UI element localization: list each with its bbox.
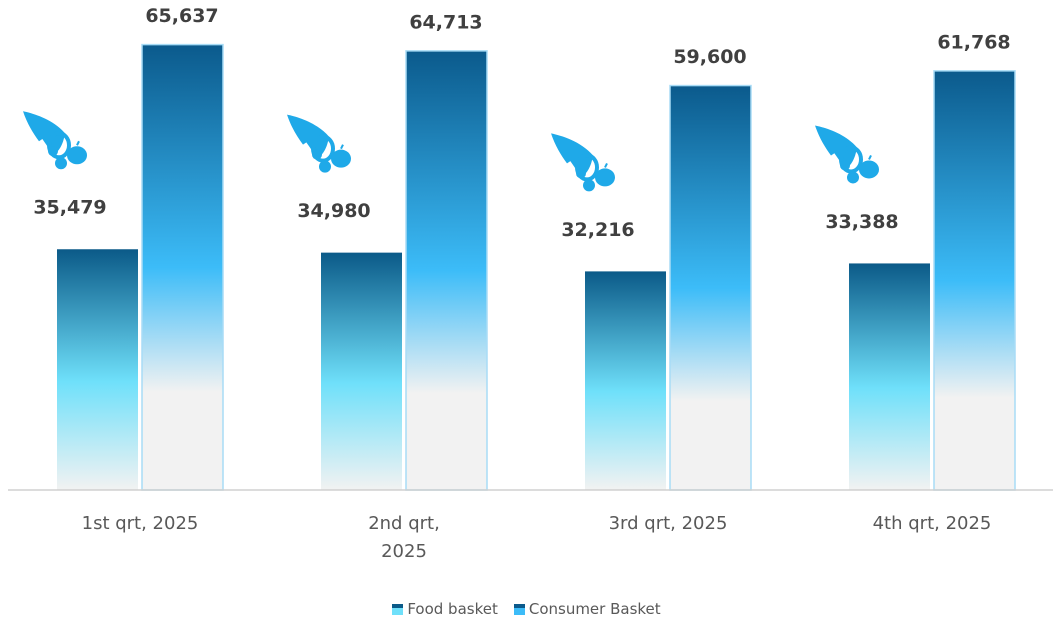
bar (669, 84, 752, 491)
x-tick-label: 2nd qrt, 2025 (368, 513, 440, 562)
basket-icon (285, 112, 353, 175)
bar (321, 252, 402, 490)
bar (585, 271, 666, 490)
value-label: 34,980 (297, 200, 370, 222)
basket-icon (813, 123, 881, 186)
bar (141, 43, 224, 491)
value-label: 65,637 (145, 5, 218, 27)
value-label: 64,713 (409, 11, 482, 33)
bar (57, 249, 138, 490)
basket-icon (21, 109, 89, 172)
value-label: 35,479 (33, 197, 106, 219)
x-tick-label: 4th qrt, 2025 (872, 513, 992, 534)
x-tick-label: 3rd qrt, 2025 (608, 513, 728, 534)
bar (849, 263, 930, 490)
bar (933, 70, 1016, 491)
legend-item: Consumer Basket (513, 600, 661, 618)
legend-label: Consumer Basket (528, 600, 661, 618)
bar (405, 50, 488, 491)
value-label: 59,600 (673, 46, 746, 68)
legend-item: Food basket (392, 600, 498, 618)
x-tick-label: 1st qrt, 2025 (81, 513, 199, 534)
legend: Food basket Consumer Basket (0, 600, 1053, 618)
legend-swatch (513, 604, 525, 615)
legend-label: Food basket (407, 600, 498, 618)
value-label: 61,768 (937, 31, 1010, 53)
value-label: 32,216 (561, 219, 634, 241)
value-label: 33,388 (825, 211, 898, 233)
legend-swatch (392, 604, 404, 615)
basket-icon (549, 131, 617, 194)
